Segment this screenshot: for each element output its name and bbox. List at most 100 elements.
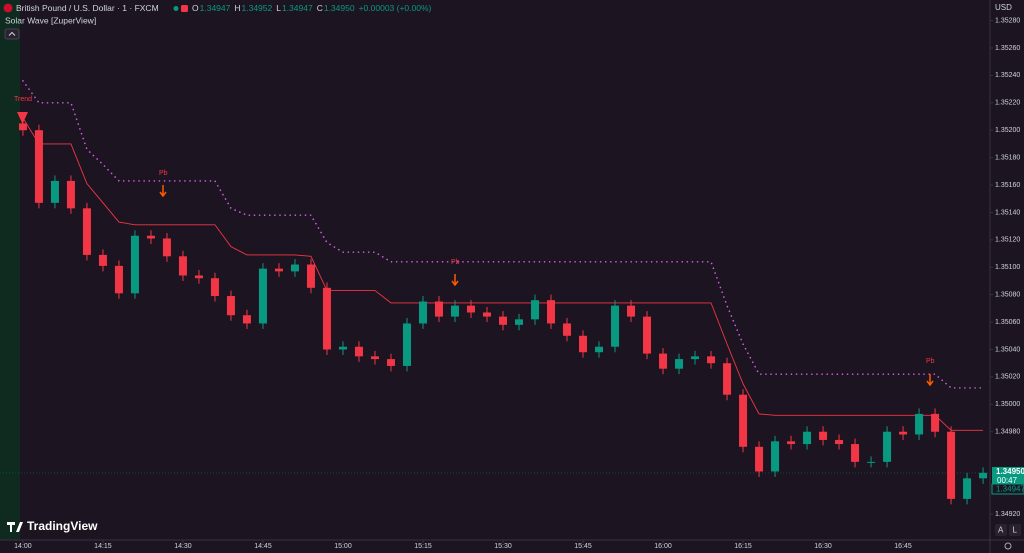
pb-arrow: [926, 374, 934, 387]
bid-box: [991, 483, 1024, 495]
x-tick-label: 14:00: [14, 543, 32, 550]
x-tick-label: 15:30: [494, 543, 512, 550]
collapse-button[interactable]: [4, 28, 20, 40]
countdown: 00:47: [997, 476, 1018, 485]
pb-arrow: [451, 274, 459, 287]
candle-body: [835, 439, 844, 445]
brand-logo: [7, 522, 23, 532]
candle-body: [306, 264, 315, 288]
trend-label: Trend: [14, 96, 32, 103]
candle-body: [210, 278, 219, 297]
y-tick-label: 1.35180: [995, 154, 1020, 161]
candle-body: [98, 254, 107, 266]
candle-body: [643, 316, 652, 354]
candle-body: [402, 323, 411, 366]
symbol-icon: [3, 3, 13, 13]
currency: USD: [995, 3, 1012, 12]
candle-body: [931, 413, 940, 432]
auto-button[interactable]: [995, 524, 1007, 536]
candle-body: [146, 235, 155, 239]
pb-label: Pb: [159, 170, 168, 177]
y-tick-label: 1.35200: [995, 127, 1020, 134]
quote-value: 1.34952: [242, 3, 273, 13]
candle-body: [627, 305, 636, 317]
x-tick-label: 16:45: [894, 543, 912, 550]
symbol: British Pound / U.S. Dollar · 1 · FXCM: [16, 3, 159, 13]
brand: TradingView: [27, 519, 98, 533]
candle-body: [691, 356, 700, 360]
candle-body: [739, 394, 748, 447]
x-tick-label: 15:00: [334, 543, 352, 550]
y-tick-label: 1.35260: [995, 45, 1020, 52]
candle-body: [707, 356, 716, 364]
collapse-icon: [8, 31, 16, 36]
candle-body: [466, 305, 475, 313]
settings-icon[interactable]: [1004, 542, 1012, 550]
indicator-name: Solar Wave [ZuperView]: [5, 15, 96, 25]
candle-body: [450, 305, 459, 317]
indicator-line: [22, 117, 984, 431]
x-tick-label: 14:15: [94, 543, 112, 550]
quote-value: 1.34947: [282, 3, 313, 13]
y-tick-label: 1.35080: [995, 292, 1020, 299]
candle-body: [34, 130, 43, 203]
candle-body: [611, 305, 620, 347]
pb-arrow: [159, 185, 167, 198]
plot-bg: [0, 0, 990, 540]
candle-body: [979, 472, 988, 479]
candle-body: [803, 431, 812, 445]
candle-body: [434, 301, 443, 317]
price-axis-bg: [990, 0, 1024, 553]
candle-body: [338, 346, 347, 350]
log-button[interactable]: [1009, 524, 1021, 536]
candle-body: [18, 123, 27, 131]
candle-body: [194, 275, 203, 279]
candle-body: [915, 413, 924, 435]
trend-arrow: [17, 112, 28, 124]
quote-label: C: [317, 3, 323, 13]
candle-body: [82, 208, 91, 255]
candle-body: [947, 431, 956, 499]
candle-body: [723, 363, 732, 395]
candle-body: [819, 431, 828, 440]
candle-body: [162, 238, 171, 257]
y-tick-label: 1.35020: [995, 374, 1020, 381]
candle-body: [178, 256, 187, 276]
y-tick-label: 1.35060: [995, 319, 1020, 326]
candle-body: [563, 323, 572, 336]
candle-body: [418, 301, 427, 324]
x-tick-label: 15:15: [414, 543, 432, 550]
y-tick-label: 1.34920: [995, 511, 1020, 518]
bid-price: 1.34947: [996, 485, 1024, 494]
quote-value: 1.34950: [324, 3, 355, 13]
pb-label: Pb: [451, 259, 460, 266]
y-tick-label: 1.35240: [995, 72, 1020, 79]
log-button-label: L: [1013, 526, 1018, 535]
candle-body: [386, 359, 395, 366]
candle-body: [482, 312, 491, 317]
candle-body: [851, 444, 860, 462]
status-box: [181, 5, 188, 12]
candle-body: [66, 180, 75, 209]
x-tick-label: 14:45: [254, 543, 272, 550]
auto-button-label: A: [998, 526, 1004, 535]
quote-label: O: [192, 3, 199, 13]
candle-body: [963, 478, 972, 499]
candle-body: [675, 359, 684, 369]
candle-body: [242, 315, 251, 324]
candle-body: [290, 264, 299, 272]
x-tick-label: 16:30: [814, 543, 832, 550]
x-tick-label: 16:00: [654, 543, 672, 550]
last-price-box: [992, 467, 1024, 486]
y-tick-label: 1.35040: [995, 346, 1020, 353]
candle-body: [883, 431, 892, 462]
x-tick-label: 15:45: [574, 543, 592, 550]
indicator-line: [22, 80, 984, 389]
quote: O 1.34947 H 1.34952 L 1.34947 C 1.34950 +0.00003…: [192, 3, 432, 13]
candle-body: [579, 335, 588, 353]
candle-body: [322, 287, 331, 350]
trend-zone: [0, 0, 20, 540]
y-tick-label: 1.35280: [995, 17, 1020, 24]
pb-label: Pb: [926, 358, 935, 365]
